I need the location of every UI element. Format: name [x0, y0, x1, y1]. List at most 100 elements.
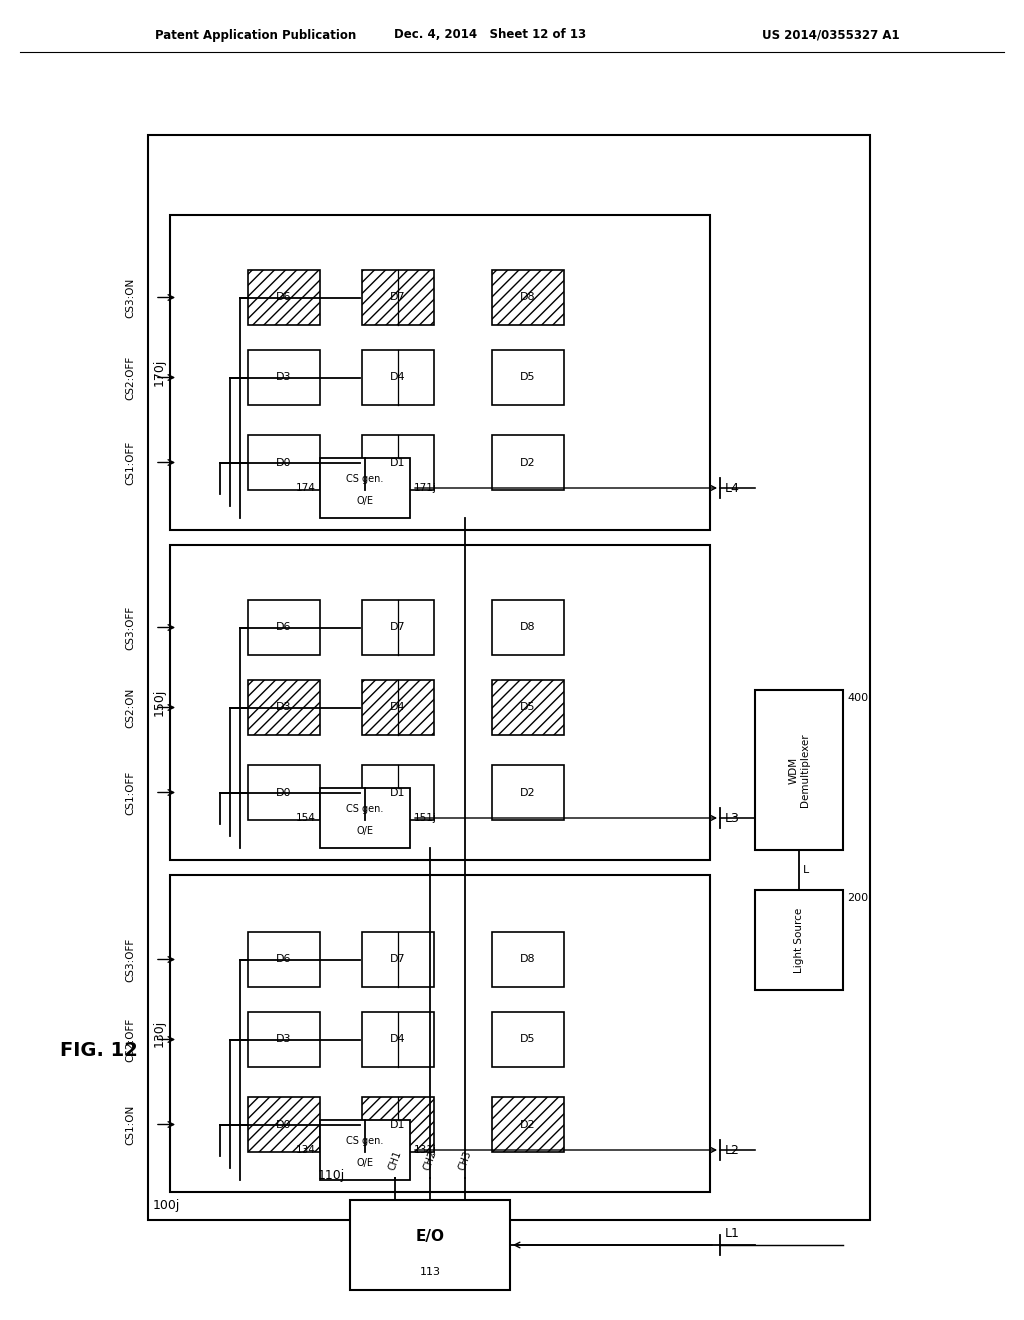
Bar [248, 680, 319, 735]
Text: D0: D0 [276, 458, 292, 467]
Text: WDM
Demultiplexer: WDM Demultiplexer [788, 733, 810, 807]
Text: 200: 200 [847, 894, 868, 903]
Text: CS1:OFF: CS1:OFF [125, 441, 135, 484]
Bar [362, 271, 434, 325]
Bar [362, 680, 434, 735]
Bar [170, 215, 710, 531]
Text: CH3: CH3 [457, 1150, 473, 1172]
Bar [492, 1012, 564, 1067]
Text: 113: 113 [420, 1267, 440, 1276]
Text: Light Source: Light Source [794, 907, 804, 973]
Text: D1: D1 [390, 458, 406, 467]
Bar [248, 601, 319, 655]
Bar [362, 1097, 434, 1152]
Text: D7: D7 [390, 623, 406, 632]
Text: L: L [803, 865, 809, 875]
Bar [248, 436, 319, 490]
Bar [362, 766, 434, 820]
Text: D3: D3 [276, 1035, 292, 1044]
Bar [319, 788, 410, 847]
Text: D1: D1 [390, 1119, 406, 1130]
Text: 151j: 151j [414, 813, 437, 822]
Text: O/E: O/E [356, 1158, 374, 1168]
Text: CS2:OFF: CS2:OFF [125, 355, 135, 400]
Bar [492, 932, 564, 987]
Bar [492, 601, 564, 655]
Text: Dec. 4, 2014   Sheet 12 of 13: Dec. 4, 2014 Sheet 12 of 13 [394, 29, 586, 41]
Text: FIG. 12: FIG. 12 [60, 1040, 138, 1060]
Text: D5: D5 [520, 1035, 536, 1044]
Text: L4: L4 [725, 482, 740, 495]
Text: D0: D0 [276, 1119, 292, 1130]
Text: Patent Application Publication: Patent Application Publication [155, 29, 356, 41]
Bar [170, 545, 710, 861]
Bar [492, 680, 564, 735]
Bar [319, 1119, 410, 1180]
Text: 154: 154 [296, 813, 316, 822]
Text: D6: D6 [276, 623, 292, 632]
Bar [362, 350, 434, 405]
Text: L2: L2 [725, 1143, 740, 1156]
Bar [362, 436, 434, 490]
Text: D8: D8 [520, 954, 536, 965]
Text: CH1: CH1 [387, 1150, 403, 1172]
Bar [362, 932, 434, 987]
Bar [248, 1012, 319, 1067]
Bar [362, 1012, 434, 1067]
Text: D2: D2 [520, 1119, 536, 1130]
Text: D4: D4 [390, 372, 406, 383]
Bar [492, 436, 564, 490]
Text: CS1:OFF: CS1:OFF [125, 771, 135, 814]
Text: D6: D6 [276, 954, 292, 965]
Text: D3: D3 [276, 702, 292, 713]
Text: D8: D8 [520, 293, 536, 302]
Text: CH2: CH2 [422, 1150, 438, 1172]
Text: CS3:OFF: CS3:OFF [125, 606, 135, 649]
Text: D0: D0 [276, 788, 292, 797]
Text: D6: D6 [276, 293, 292, 302]
Bar [248, 350, 319, 405]
Text: 400: 400 [847, 693, 868, 704]
Bar [755, 690, 843, 850]
Text: CS gen.: CS gen. [346, 474, 384, 484]
Bar [319, 458, 410, 517]
Text: D4: D4 [390, 702, 406, 713]
Text: L1: L1 [725, 1228, 740, 1239]
Text: 134: 134 [296, 1144, 316, 1155]
Text: CS gen.: CS gen. [346, 804, 384, 814]
Text: D3: D3 [276, 372, 292, 383]
Text: CS1:ON: CS1:ON [125, 1105, 135, 1144]
Text: D4: D4 [390, 1035, 406, 1044]
Text: CS3:OFF: CS3:OFF [125, 937, 135, 982]
Bar [248, 766, 319, 820]
Text: 100j: 100j [153, 1199, 180, 1212]
Bar [350, 1200, 510, 1290]
Text: 110j: 110j [317, 1168, 345, 1181]
Text: D2: D2 [520, 788, 536, 797]
Text: CS2:OFF: CS2:OFF [125, 1018, 135, 1061]
Text: D7: D7 [390, 293, 406, 302]
Bar [170, 875, 710, 1192]
Bar [492, 350, 564, 405]
Text: US 2014/0355327 A1: US 2014/0355327 A1 [763, 29, 900, 41]
Bar [248, 932, 319, 987]
Bar [492, 766, 564, 820]
Bar [492, 271, 564, 325]
Bar [492, 1097, 564, 1152]
Text: 171j: 171j [414, 483, 437, 492]
Text: CS3:ON: CS3:ON [125, 277, 135, 318]
Text: D5: D5 [520, 702, 536, 713]
Text: D1: D1 [390, 788, 406, 797]
Text: E/O: E/O [416, 1229, 444, 1243]
Text: 130j: 130j [153, 1020, 166, 1047]
Bar [362, 601, 434, 655]
Bar [148, 135, 870, 1220]
Text: 150j: 150j [153, 689, 166, 717]
Text: 174: 174 [296, 483, 316, 492]
Bar [248, 1097, 319, 1152]
Bar [248, 271, 319, 325]
Text: D8: D8 [520, 623, 536, 632]
Text: 170j: 170j [153, 359, 166, 387]
Text: O/E: O/E [356, 496, 374, 506]
Text: CS gen.: CS gen. [346, 1137, 384, 1146]
